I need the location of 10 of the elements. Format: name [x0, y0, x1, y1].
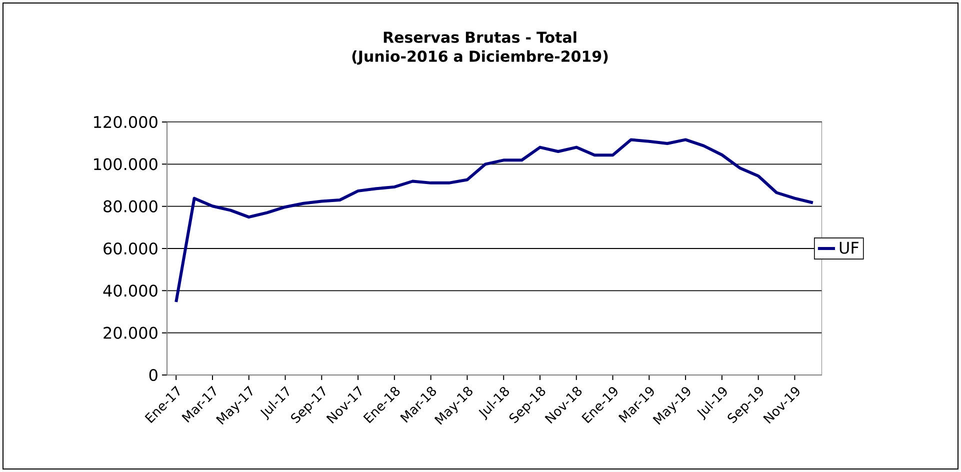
y-tick-label: 40.000 — [103, 284, 158, 297]
y-tick-label: 120.000 — [94, 116, 158, 128]
line-series — [174, 138, 814, 304]
chart-title: Reservas Brutas - Total (Junio-2016 a Diciembre-2019) — [352, 31, 608, 65]
y-tick-label: 100.000 — [94, 158, 158, 170]
y-tick-label: 20.000 — [104, 326, 158, 339]
legend-label: UF — [840, 242, 858, 254]
y-tick-label: 80.000 — [104, 200, 158, 212]
y-tick-label: 60.000 — [104, 242, 158, 255]
y-tick-label: 0 — [149, 368, 158, 382]
